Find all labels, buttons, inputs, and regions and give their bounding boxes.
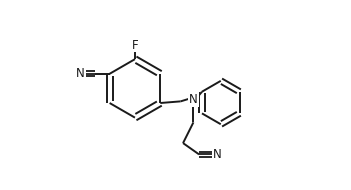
Text: N: N	[76, 67, 85, 80]
Text: N: N	[213, 148, 221, 161]
Text: F: F	[132, 39, 138, 51]
Text: N: N	[189, 93, 198, 106]
